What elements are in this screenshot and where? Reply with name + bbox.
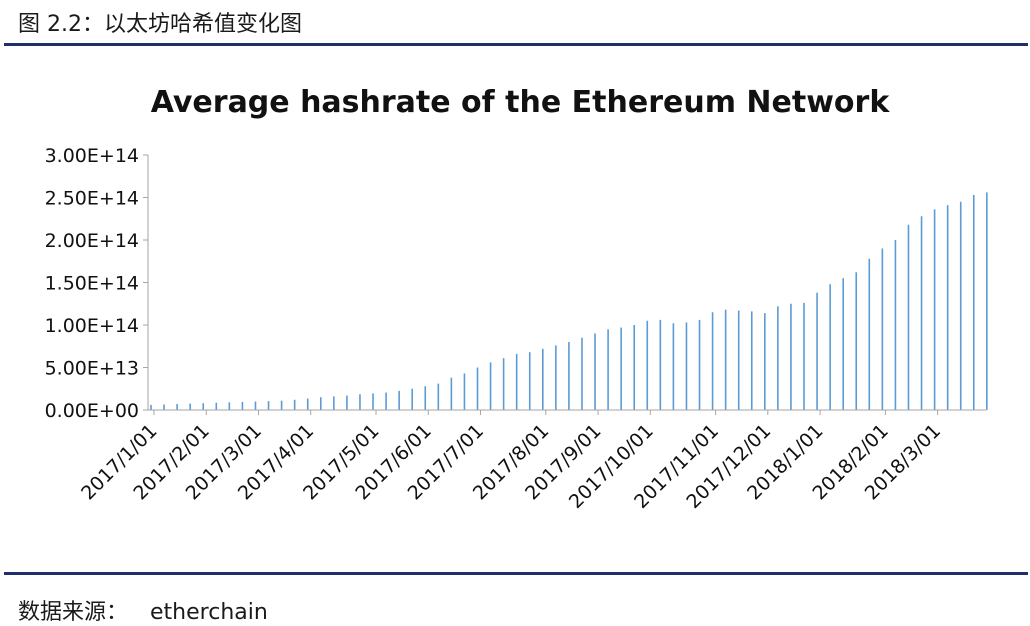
source-label: 数据来源： <box>18 600 129 625</box>
hashrate-chart: Average hashrate of the Ethereum Network… <box>45 85 988 513</box>
y-axis: 0.00E+00 5.00E+13 1.00E+14 1.50E+14 2.00E+14… <box>45 145 149 422</box>
chart-title: Average hashrate of the Ethereum Network <box>151 85 891 120</box>
y-tick-label: 1.50E+14 <box>45 273 139 295</box>
top-rule <box>4 43 1028 46</box>
y-tick-label: 1.00E+14 <box>45 315 139 337</box>
y-tick-label: 0.00E+00 <box>45 400 139 422</box>
bottom-rule <box>4 572 1028 575</box>
bars <box>150 192 988 410</box>
y-tick-label: 3.00E+14 <box>45 145 139 167</box>
source-note: 数据来源： etherchain <box>18 594 268 626</box>
y-tick-label: 5.00E+13 <box>45 358 139 380</box>
source-value: etherchain <box>150 600 268 625</box>
figure-caption: 图 2.2：以太坊哈希值变化图 <box>18 12 302 37</box>
y-tick-label: 2.00E+14 <box>45 230 139 252</box>
y-tick-label: 2.50E+14 <box>45 188 139 210</box>
x-axis: 2017/1/012017/2/012017/3/012017/4/012017… <box>77 409 986 513</box>
